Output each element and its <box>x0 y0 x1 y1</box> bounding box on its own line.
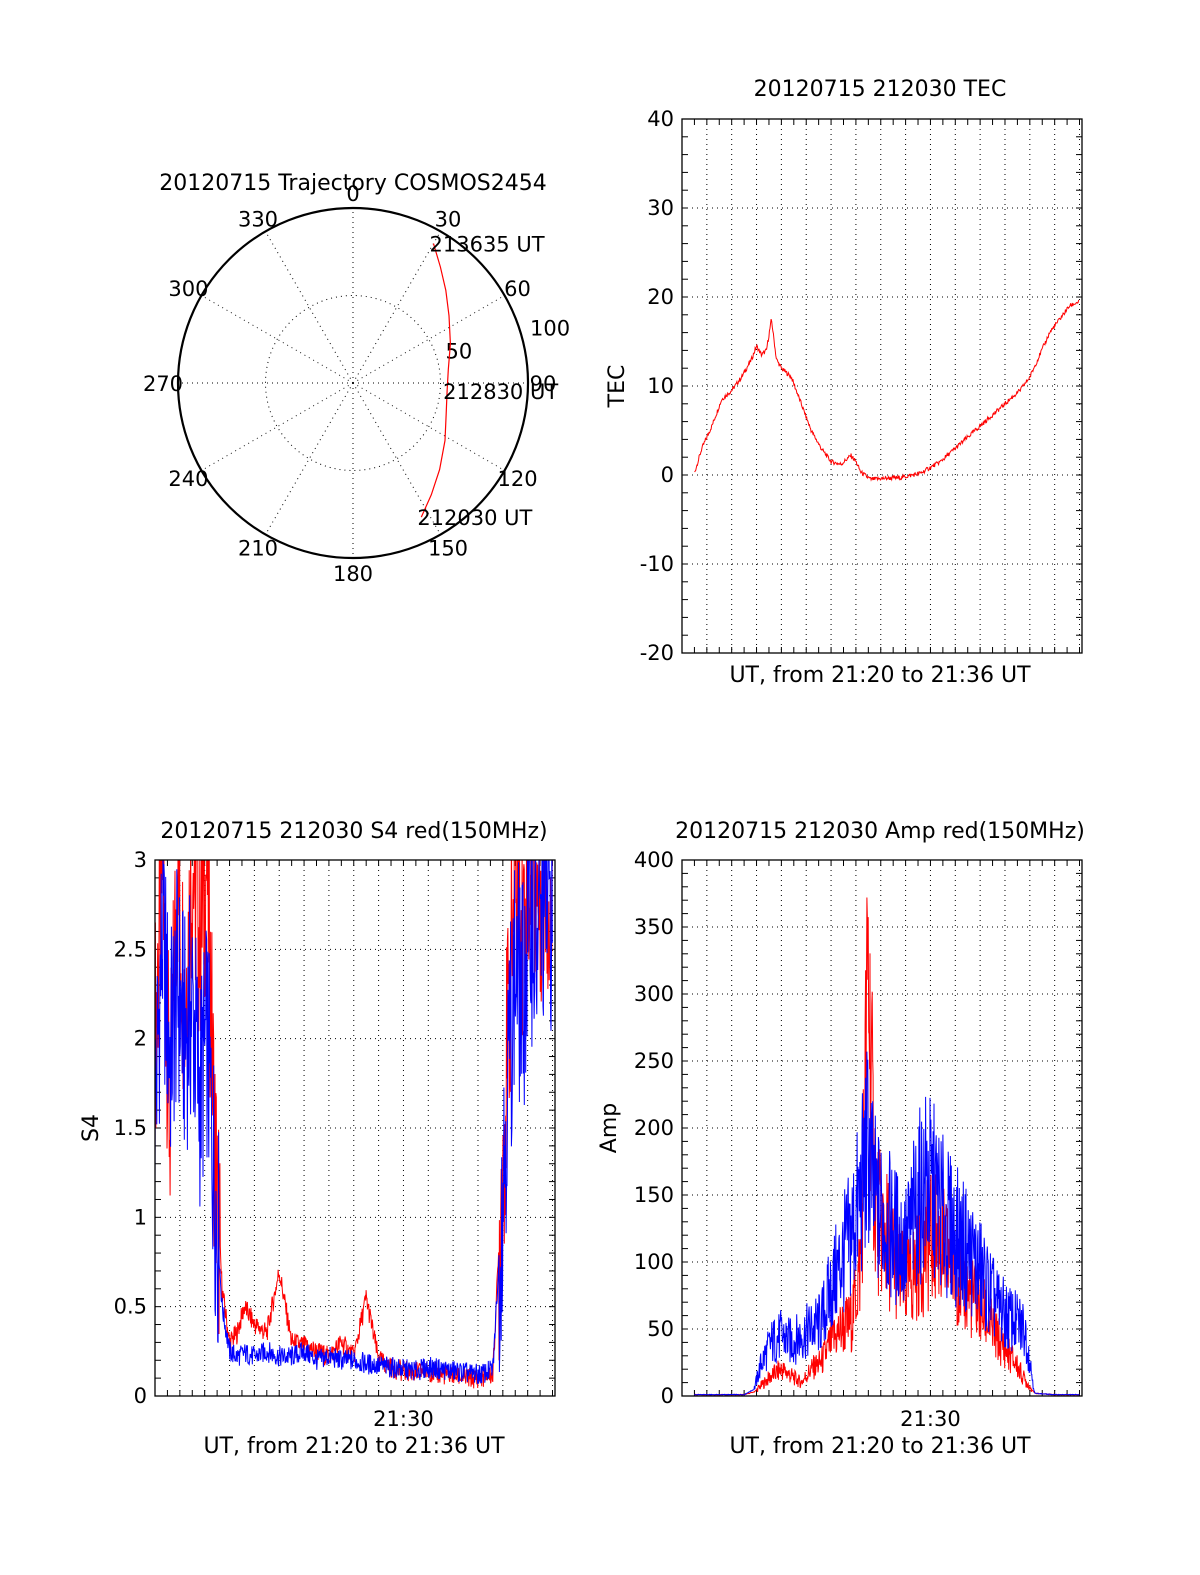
amp-ylabel: Amp <box>597 1103 622 1153</box>
x-tick-label: 21:30 <box>373 1407 434 1431</box>
polar-angle-label: 0 <box>346 182 359 206</box>
y-tick-label: 250 <box>634 1049 674 1073</box>
y-tick-label: 0 <box>661 463 674 487</box>
polar-angle-label: 90 <box>530 372 557 396</box>
s4-xlabel: UT, from 21:20 to 21:36 UT <box>203 1434 505 1459</box>
tec-grid <box>682 118 1082 654</box>
s4-x-ticks: 21:30 <box>373 1407 434 1431</box>
amp-title: 20120715 212030 Amp red(150MHz) <box>675 819 1085 844</box>
amp-frame <box>681 859 1083 1397</box>
amp-x-ticks: 21:30 <box>900 1407 961 1431</box>
red-series-line <box>694 299 1080 482</box>
polar-spoke <box>352 382 441 535</box>
y-tick-label: -20 <box>640 641 674 665</box>
s4-title: 20120715 212030 S4 red(150MHz) <box>160 819 547 844</box>
blue-series-line <box>694 1051 1080 1396</box>
polar-title: 20120715 Trajectory COSMOS2454 <box>159 171 546 196</box>
polar-inner-ring <box>265 295 441 471</box>
tec-series <box>694 299 1080 482</box>
y-tick-label: 0 <box>661 1384 674 1408</box>
polar-angle-label: 150 <box>428 537 468 561</box>
y-tick-label: 1 <box>134 1205 147 1229</box>
y-tick-label: 350 <box>634 915 674 939</box>
tec-frame <box>681 118 1083 654</box>
trajectory-annotation: 212030 UT <box>417 506 532 530</box>
trajectory-line <box>420 243 452 518</box>
trajectory-annotations: 213635 UT 212830 UT 212030 UT <box>417 233 558 531</box>
polar-spoke <box>352 382 505 471</box>
polar-angle-labels: 0 30 60 90 120 150 180 210 240 270 300 330 <box>143 182 556 586</box>
polar-spoke <box>352 295 505 384</box>
y-tick-label: 0 <box>134 1384 147 1408</box>
polar-trajectory-panel: 20120715 Trajectory COSMOS2454 0 30 60 90 12… <box>143 171 570 586</box>
polar-angle-label: 180 <box>333 562 373 586</box>
y-tick-label: 40 <box>647 107 674 131</box>
polar-grid <box>176 206 530 560</box>
polar-spoke <box>265 231 354 384</box>
polar-spoke <box>201 382 354 471</box>
y-tick-label: 1.5 <box>114 1116 147 1140</box>
polar-angle-label: 210 <box>238 537 278 561</box>
s4-panel: 20120715 212030 S4 red(150MHz) 0 0.5 1 1.5 2… <box>79 819 556 1459</box>
y-tick-label: 200 <box>634 1116 674 1140</box>
polar-angle-label: 30 <box>435 207 462 231</box>
tec-title: 20120715 212030 TEC <box>754 77 1007 102</box>
y-tick-label: 10 <box>647 374 674 398</box>
y-tick-label: 2.5 <box>114 937 147 961</box>
y-tick-label: 400 <box>634 848 674 872</box>
s4-y-ticks: 0 0.5 1 1.5 2 2.5 3 <box>114 848 147 1408</box>
tec-ylabel: TEC <box>605 365 630 409</box>
y-tick-label: 300 <box>634 982 674 1006</box>
amp-panel: 20120715 212030 Amp red(150MHz) 0 50 100 15… <box>597 819 1085 1459</box>
polar-angle-label: 270 <box>143 372 183 396</box>
polar-angle-label: 60 <box>504 277 531 301</box>
y-tick-label: 2 <box>134 1027 147 1051</box>
amp-xlabel: UT, from 21:20 to 21:36 UT <box>729 1434 1031 1459</box>
y-tick-label: 50 <box>647 1317 674 1341</box>
s4-frame <box>154 859 556 1397</box>
y-tick-label: 30 <box>647 196 674 220</box>
polar-radius-label: 100 <box>530 317 570 341</box>
polar-angle-label: 240 <box>168 467 208 491</box>
y-tick-label: 150 <box>634 1183 674 1207</box>
tec-y-ticks: -20 -10 0 10 20 30 40 <box>640 107 674 665</box>
amp-series <box>694 897 1080 1396</box>
polar-outer-ring <box>176 206 530 560</box>
tec-xlabel: UT, from 21:20 to 21:36 UT <box>729 663 1031 688</box>
y-tick-label: 100 <box>634 1250 674 1274</box>
polar-spoke <box>201 295 354 384</box>
y-tick-label: 0.5 <box>114 1295 147 1319</box>
blue-series-line <box>155 860 553 1385</box>
tec-panel: 20120715 212030 TEC -20 -10 0 10 20 30 40 UT, … <box>605 77 1083 688</box>
polar-spoke <box>352 231 441 384</box>
trajectory-annotation: 213635 UT <box>430 233 545 257</box>
polar-spoke <box>265 382 354 535</box>
trajectory-annotation: 212830 UT <box>443 380 558 404</box>
y-tick-label: 3 <box>134 848 147 872</box>
red-series-line <box>155 860 553 1389</box>
s4-series <box>155 860 553 1389</box>
polar-angle-label: 120 <box>497 467 537 491</box>
polar-angle-label: 300 <box>168 277 208 301</box>
polar-angle-label: 330 <box>238 207 278 231</box>
y-tick-label: -10 <box>640 552 674 576</box>
s4-ylabel: S4 <box>79 1114 104 1142</box>
amp-y-ticks: 0 50 100 150 200 250 300 350 400 <box>634 848 674 1408</box>
y-tick-label: 20 <box>647 285 674 309</box>
x-tick-label: 21:30 <box>900 1407 961 1431</box>
red-series-line <box>694 897 1080 1396</box>
